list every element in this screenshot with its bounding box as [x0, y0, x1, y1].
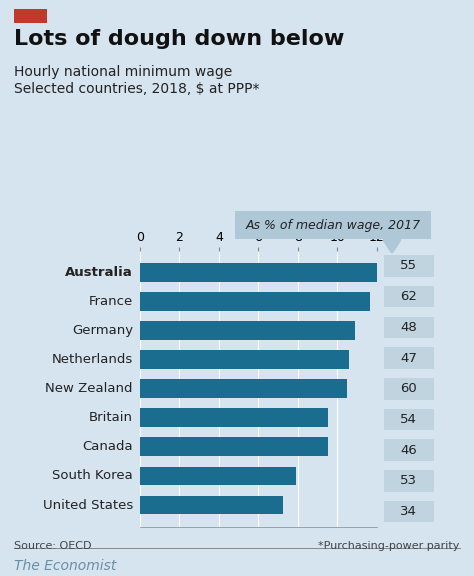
Text: Britain: Britain	[89, 411, 133, 425]
Text: France: France	[89, 295, 133, 308]
Text: The Economist: The Economist	[14, 559, 117, 573]
Text: 34: 34	[401, 505, 417, 518]
Text: 60: 60	[401, 382, 417, 395]
Polygon shape	[383, 239, 401, 253]
Text: *Purchasing-power parity: *Purchasing-power parity	[319, 541, 460, 551]
Text: 46: 46	[401, 444, 417, 457]
Bar	[140, 437, 328, 456]
Bar	[140, 467, 296, 486]
Bar	[140, 408, 328, 427]
Text: As % of median wage, 2017: As % of median wage, 2017	[246, 219, 420, 232]
Text: Selected countries, 2018, $ at PPP*: Selected countries, 2018, $ at PPP*	[14, 82, 260, 96]
Text: 55: 55	[401, 259, 417, 272]
Text: 48: 48	[401, 321, 417, 334]
Text: Germany: Germany	[72, 324, 133, 337]
Text: Source: OECD: Source: OECD	[14, 541, 92, 551]
Text: United States: United States	[43, 499, 133, 511]
Text: 53: 53	[401, 475, 417, 487]
Text: New Zealand: New Zealand	[46, 382, 133, 395]
Bar	[140, 292, 370, 311]
Bar	[140, 380, 347, 398]
Text: Canada: Canada	[82, 441, 133, 453]
Text: Hourly national minimum wage: Hourly national minimum wage	[14, 65, 232, 79]
Text: South Korea: South Korea	[52, 469, 133, 483]
Text: Lots of dough down below: Lots of dough down below	[14, 29, 345, 49]
Bar	[140, 263, 380, 282]
Text: 47: 47	[401, 351, 417, 365]
Text: Australia: Australia	[65, 266, 133, 279]
Text: 54: 54	[401, 413, 417, 426]
Text: Netherlands: Netherlands	[52, 353, 133, 366]
Bar	[140, 321, 355, 340]
Text: 62: 62	[401, 290, 417, 303]
Bar	[140, 495, 283, 514]
Bar	[140, 350, 349, 369]
